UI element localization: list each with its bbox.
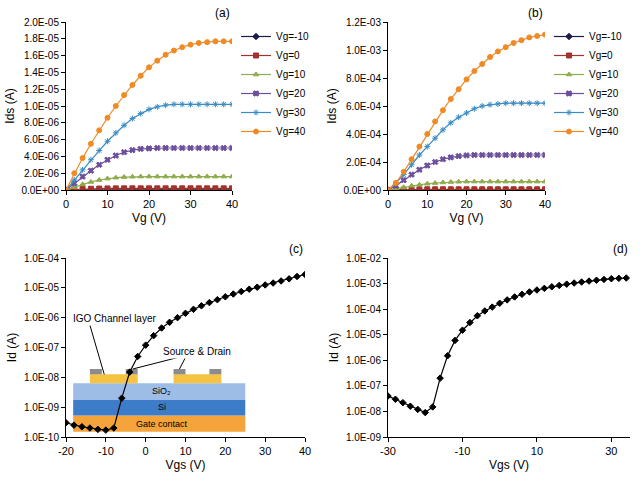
- svg-text:1.0E-09: 1.0E-09: [346, 432, 381, 443]
- svg-text:1.0E-06: 1.0E-06: [346, 355, 381, 366]
- svg-text:(c): (c): [289, 242, 303, 256]
- svg-text:1.0E-05: 1.0E-05: [346, 329, 381, 340]
- svg-text:-10: -10: [98, 445, 114, 457]
- svg-text:1.0E-04: 1.0E-04: [24, 253, 59, 264]
- svg-text:40: 40: [539, 198, 551, 210]
- svg-text:Ids (A): Ids (A): [3, 88, 17, 123]
- svg-text:Vg=40: Vg=40: [276, 126, 306, 137]
- svg-text:1.0E-06: 1.0E-06: [24, 312, 59, 323]
- svg-text:Vg (V): Vg (V): [132, 211, 166, 225]
- svg-text:0.0E+00: 0.0E+00: [21, 185, 59, 196]
- svg-text:10: 10: [421, 198, 433, 210]
- svg-text:30: 30: [500, 198, 512, 210]
- svg-text:10: 10: [179, 445, 191, 457]
- svg-text:-30: -30: [380, 445, 396, 457]
- svg-text:2.0E-05: 2.0E-05: [24, 17, 59, 28]
- svg-text:1.0E-04: 1.0E-04: [346, 304, 381, 315]
- svg-text:0: 0: [385, 198, 391, 210]
- svg-text:1.0E-09: 1.0E-09: [24, 402, 59, 413]
- svg-text:Id (A): Id (A): [5, 333, 19, 362]
- svg-text:8.0E-04: 8.0E-04: [346, 73, 381, 84]
- svg-text:(b): (b): [528, 6, 543, 20]
- svg-text:Vg=10: Vg=10: [276, 69, 306, 80]
- svg-text:1.0E-03: 1.0E-03: [346, 278, 381, 289]
- svg-text:2.0E-06: 2.0E-06: [24, 168, 59, 179]
- svg-text:Vg=20: Vg=20: [589, 88, 619, 99]
- svg-text:(a): (a): [215, 6, 230, 20]
- svg-text:30: 30: [184, 198, 196, 210]
- svg-text:4.0E-04: 4.0E-04: [346, 129, 381, 140]
- svg-text:1.0E-08: 1.0E-08: [346, 406, 381, 417]
- svg-text:20: 20: [219, 445, 231, 457]
- svg-text:Vg=30: Vg=30: [589, 107, 619, 118]
- svg-text:1.6E-05: 1.6E-05: [24, 50, 59, 61]
- svg-text:Si: Si: [158, 402, 166, 412]
- svg-text:Vg=20: Vg=20: [276, 88, 306, 99]
- svg-text:1.0E-07: 1.0E-07: [346, 380, 381, 391]
- svg-text:1.0E-07: 1.0E-07: [24, 342, 59, 353]
- svg-text:30: 30: [605, 445, 617, 457]
- svg-text:40: 40: [299, 445, 311, 457]
- svg-text:Gate contact: Gate contact: [136, 419, 188, 429]
- svg-text:Source & Drain: Source & Drain: [163, 346, 231, 357]
- svg-text:Vg=0: Vg=0: [589, 50, 613, 61]
- svg-text:1.0E-08: 1.0E-08: [24, 372, 59, 383]
- svg-text:1.4E-05: 1.4E-05: [24, 67, 59, 78]
- svg-text:0.0E+00: 0.0E+00: [343, 185, 381, 196]
- svg-text:Vg (V): Vg (V): [449, 211, 483, 225]
- svg-text:IGO Channel layer: IGO Channel layer: [73, 313, 156, 324]
- svg-text:Vgs (V): Vgs (V): [165, 458, 205, 472]
- svg-text:1.0E-05: 1.0E-05: [24, 282, 59, 293]
- svg-text:Vg=30: Vg=30: [276, 107, 306, 118]
- svg-text:1.0E-03: 1.0E-03: [346, 45, 381, 56]
- svg-text:Id (A): Id (A): [327, 333, 341, 362]
- svg-text:1.8E-05: 1.8E-05: [24, 33, 59, 44]
- svg-text:1.2E-05: 1.2E-05: [24, 84, 59, 95]
- svg-text:6.0E-04: 6.0E-04: [346, 101, 381, 112]
- svg-text:1.0E-02: 1.0E-02: [346, 253, 381, 264]
- svg-text:Vgs (V): Vgs (V): [489, 458, 529, 472]
- svg-text:6.0E-06: 6.0E-06: [24, 134, 59, 145]
- svg-text:8.0E-06: 8.0E-06: [24, 117, 59, 128]
- svg-text:Vg=-10: Vg=-10: [276, 31, 309, 42]
- svg-text:20: 20: [143, 198, 155, 210]
- svg-text:Ids (A): Ids (A): [325, 88, 339, 123]
- svg-text:20: 20: [460, 198, 472, 210]
- svg-text:0: 0: [143, 445, 149, 457]
- svg-text:4.0E-06: 4.0E-06: [24, 151, 59, 162]
- svg-text:2.0E-04: 2.0E-04: [346, 157, 381, 168]
- svg-text:Vg=40: Vg=40: [589, 126, 619, 137]
- svg-text:Vg=10: Vg=10: [589, 69, 619, 80]
- svg-text:10: 10: [101, 198, 113, 210]
- svg-text:SiO₂: SiO₂: [152, 386, 171, 396]
- svg-text:10: 10: [531, 445, 543, 457]
- svg-text:1.2E-03: 1.2E-03: [346, 17, 381, 28]
- svg-text:0: 0: [63, 198, 69, 210]
- svg-text:(d): (d): [613, 242, 628, 256]
- svg-text:-20: -20: [58, 445, 74, 457]
- svg-text:1.0E-10: 1.0E-10: [24, 432, 59, 443]
- svg-text:-10: -10: [455, 445, 471, 457]
- svg-text:Vg=0: Vg=0: [276, 50, 300, 61]
- svg-text:30: 30: [259, 445, 271, 457]
- svg-text:40: 40: [226, 198, 238, 210]
- svg-text:1.0E-05: 1.0E-05: [24, 101, 59, 112]
- svg-text:Vg=-10: Vg=-10: [589, 31, 622, 42]
